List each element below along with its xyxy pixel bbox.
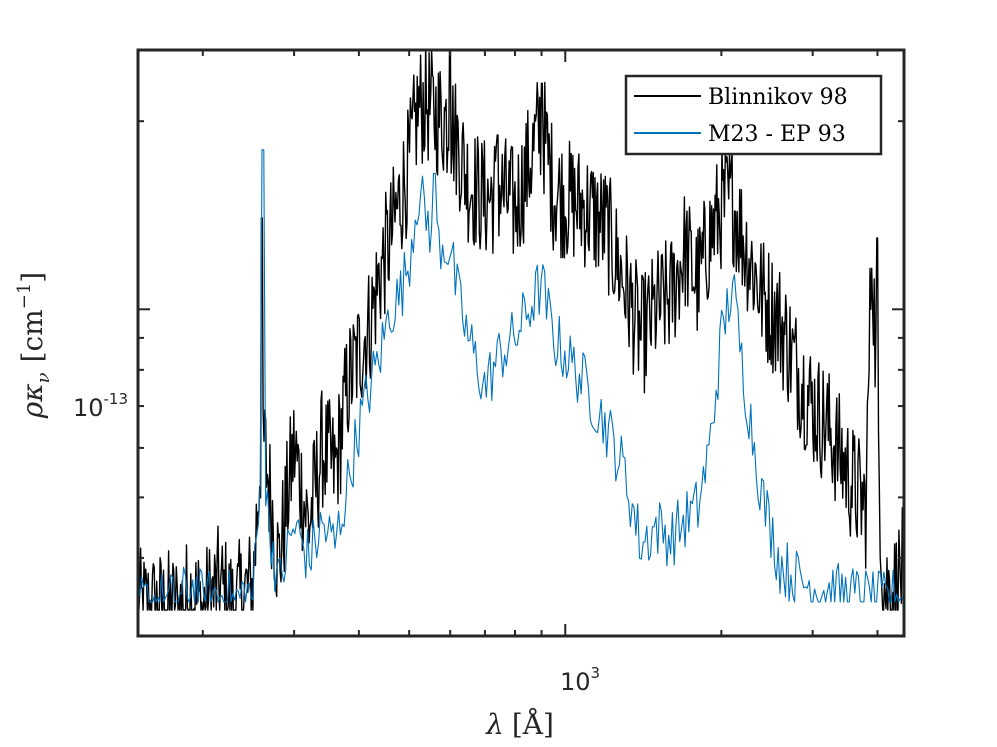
y-axis-label: ρκν[cm−1] — [14, 272, 54, 419]
legend: Blinnikov 98 M23 - EP 93 — [624, 74, 883, 156]
plot-area — [136, 48, 906, 638]
legend-label-blinnikov: Blinnikov 98 — [708, 85, 848, 110]
legend-box — [624, 74, 883, 156]
series-line-m23 — [138, 149, 904, 603]
series-layer — [138, 50, 904, 611]
x-major-tick-label: 103 — [560, 664, 600, 696]
axes-box — [136, 48, 906, 638]
legend-label-m23: M23 - EP 93 — [708, 122, 846, 147]
y-major-tick-label: 10-13 — [73, 390, 128, 422]
x-axis-label: λ [Å] — [485, 708, 554, 741]
